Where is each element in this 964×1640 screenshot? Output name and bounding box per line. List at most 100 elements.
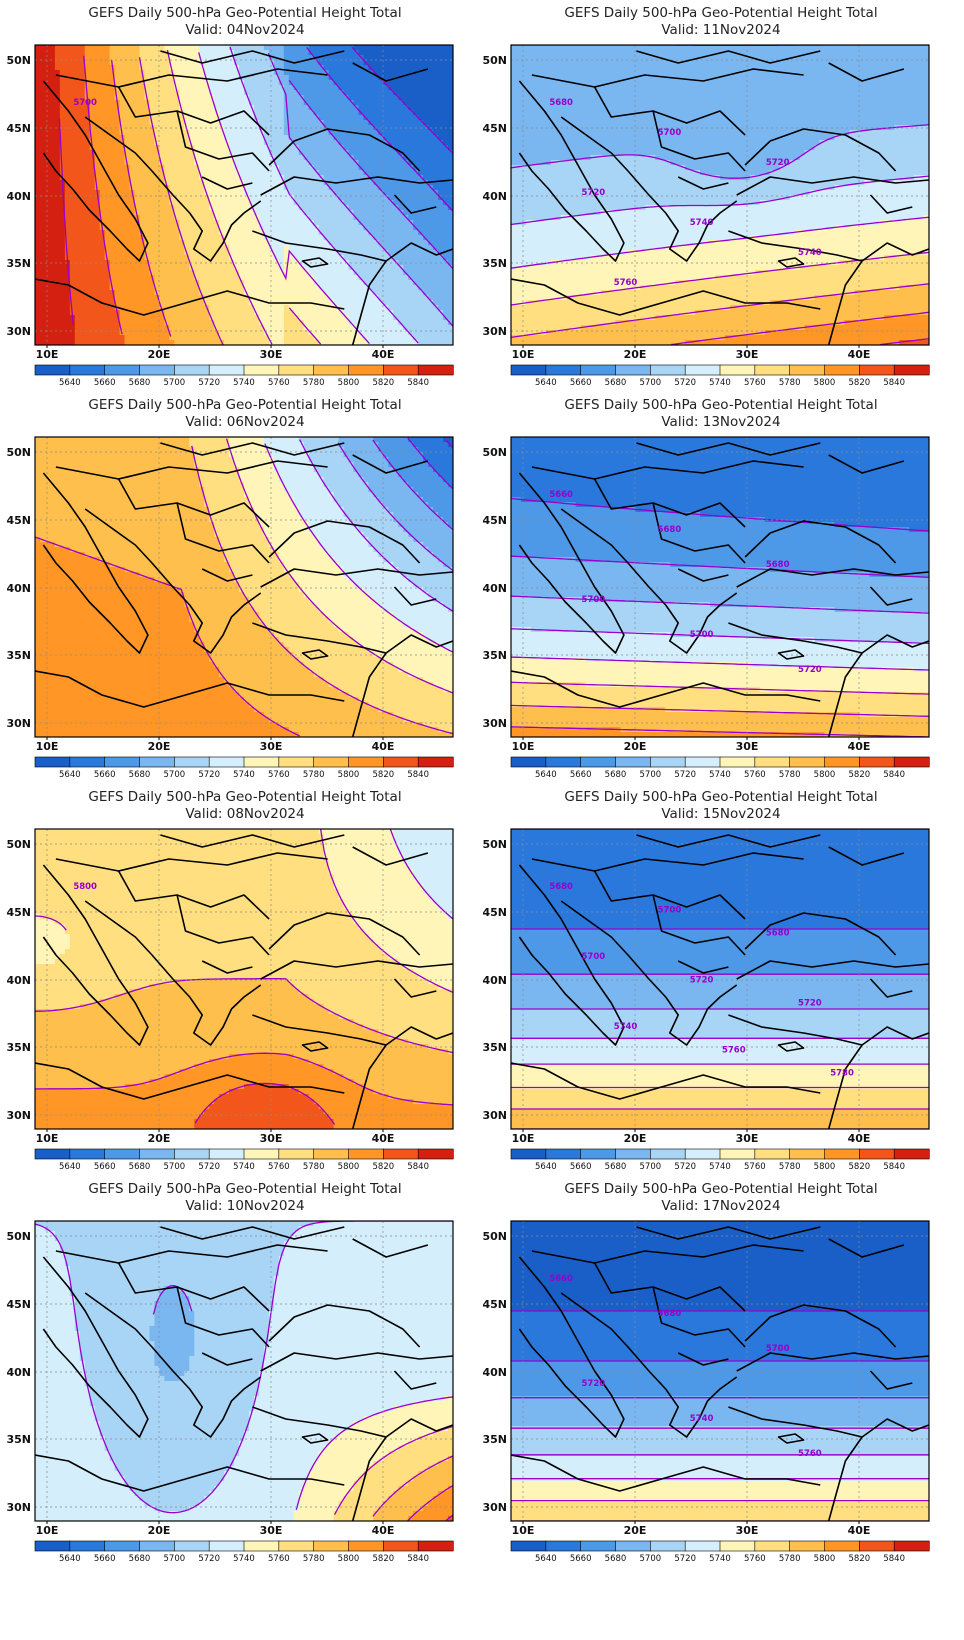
contour-labels: 5700 — [73, 98, 97, 108]
colorbar-label: 5800 — [338, 770, 360, 780]
contour-label: 5720 — [582, 188, 606, 198]
contour-labels: 5660 5680 5700 5720 5740 5760 — [549, 1274, 822, 1459]
map-svg: GEFS Daily 500-hPa Geo-Potential Height … — [6, 1181, 454, 1564]
colorbar-label: 5740 — [233, 1554, 255, 1564]
map-panel-p11: GEFS Daily 500-hPa Geo-Potential Height … — [476, 0, 946, 400]
y-tick-label: 35N — [6, 649, 31, 662]
contour-label: 5780 — [830, 1069, 854, 1079]
colorbar-label: 5820 — [373, 1162, 395, 1172]
contour-label: 5760 — [798, 1449, 822, 1459]
map-svg: GEFS Daily 500-hPa Geo-Potential Height … — [482, 397, 930, 780]
contour-label: 5740 — [690, 218, 714, 228]
map-svg: GEFS Daily 500-hPa Geo-Potential Height … — [482, 5, 930, 388]
y-tick-label: 30N — [482, 1501, 507, 1514]
y-tick-label: 40N — [482, 582, 507, 595]
map-svg: GEFS Daily 500-hPa Geo-Potential Height … — [6, 5, 454, 388]
colorbar-label: 5660 — [94, 1162, 116, 1172]
colorbar-label: 5680 — [605, 1554, 627, 1564]
colorbar-label: 5740 — [233, 378, 255, 388]
colorbar-label: 5840 — [407, 1554, 429, 1564]
contour-labels: 5680 5700 5680 5700 5720 5720 5740 5760 5780 — [549, 882, 854, 1079]
colorbar-label: 5740 — [709, 1554, 731, 1564]
colorbar-label: 5780 — [779, 378, 801, 388]
y-tick-label: 30N — [482, 717, 507, 730]
map-frame — [34, 44, 454, 346]
contour-lines — [58, 46, 453, 345]
y-tick-label: 50N — [482, 446, 507, 459]
colorbar-label: 5720 — [198, 378, 220, 388]
y-tick-label: 50N — [6, 446, 31, 459]
colorbar-label: 5720 — [198, 1162, 220, 1172]
x-tick-label: 10E — [36, 1132, 59, 1145]
colorbar-label: 5780 — [303, 1554, 325, 1564]
y-tick-label: 35N — [6, 1433, 31, 1446]
x-tick-label: 20E — [624, 348, 647, 361]
x-tick-label: 40E — [848, 1132, 871, 1145]
y-tick-label: 50N — [6, 54, 31, 67]
panel-valid-date: Valid: 10Nov2024 — [185, 1198, 304, 1214]
x-tick-label: 20E — [148, 348, 171, 361]
y-tick-label: 45N — [6, 514, 31, 527]
map-panel-p06: GEFS Daily 500-hPa Geo-Potential Height … — [0, 392, 470, 792]
colorbar: 5640 5660 5680 5700 5720 5740 5760 5780 5800 5820… — [34, 1148, 454, 1172]
x-tick-label: 20E — [148, 740, 171, 753]
colorbar-label: 5840 — [407, 770, 429, 780]
contour-lines — [35, 1221, 453, 1521]
colorbar: 5640 5660 5680 5700 5720 5740 5760 5780 5800 5820… — [34, 756, 454, 780]
y-tick-label: 45N — [6, 906, 31, 919]
colorbar-label: 5700 — [164, 378, 186, 388]
map-panel-p13: GEFS Daily 500-hPa Geo-Potential Height … — [476, 392, 946, 792]
y-tick-label: 40N — [482, 974, 507, 987]
colorbar-label: 5740 — [709, 378, 731, 388]
x-tick-label: 40E — [372, 1132, 395, 1145]
colorbar-label: 5820 — [849, 1162, 871, 1172]
colorbar-label: 5840 — [883, 1162, 905, 1172]
colorbar-label: 5640 — [59, 770, 81, 780]
y-tick-label: 40N — [482, 190, 507, 203]
contour-label: 5700 — [73, 98, 97, 108]
colorbar-label: 5780 — [779, 770, 801, 780]
colorbar-label: 5700 — [640, 378, 662, 388]
colorbar-label: 5820 — [373, 770, 395, 780]
colorbar-label: 5660 — [570, 1162, 592, 1172]
colorbar-label: 5760 — [268, 1162, 290, 1172]
panel-valid-date: Valid: 04Nov2024 — [185, 22, 304, 38]
x-tick-label: 10E — [512, 1524, 535, 1537]
contour-label: 5660 — [549, 1274, 573, 1284]
colorbar-label: 5640 — [535, 770, 557, 780]
map-svg: GEFS Daily 500-hPa Geo-Potential Height … — [482, 789, 930, 1172]
y-tick-label: 40N — [6, 974, 31, 987]
contour-label: 5660 — [549, 490, 573, 500]
map-panel-p10: GEFS Daily 500-hPa Geo-Potential Height … — [0, 1176, 470, 1576]
colorbar-label: 5820 — [373, 378, 395, 388]
colorbar-label: 5720 — [674, 1554, 696, 1564]
x-tick-label: 10E — [512, 1132, 535, 1145]
x-tick-label: 30E — [736, 1132, 759, 1145]
colorbar-label: 5700 — [164, 1554, 186, 1564]
map-svg: GEFS Daily 500-hPa Geo-Potential Height … — [6, 397, 454, 780]
coastlines — [511, 442, 929, 737]
contour-label: 5720 — [766, 158, 790, 168]
colorbar-label: 5840 — [883, 378, 905, 388]
colorbar-label: 5840 — [883, 1554, 905, 1564]
contour-label: 5680 — [766, 560, 790, 570]
y-tick-label: 30N — [6, 1501, 31, 1514]
map-panel-p17: GEFS Daily 500-hPa Geo-Potential Height … — [476, 1176, 946, 1576]
x-tick-label: 30E — [260, 740, 283, 753]
x-tick-label: 10E — [512, 740, 535, 753]
y-tick-label: 50N — [6, 838, 31, 851]
colorbar-label: 5760 — [744, 1554, 766, 1564]
colorbar: 5640 5660 5680 5700 5720 5740 5760 5780 5800 5820… — [34, 364, 454, 388]
y-tick-label: 45N — [482, 906, 507, 919]
x-tick-label: 40E — [372, 740, 395, 753]
x-tick-label: 10E — [36, 1524, 59, 1537]
colorbar-label: 5760 — [268, 378, 290, 388]
panel-title: GEFS Daily 500-hPa Geo-Potential Height … — [88, 789, 401, 805]
colorbar: 5640 5660 5680 5700 5720 5740 5760 5780 5800 5820… — [510, 756, 930, 780]
panel-valid-date: Valid: 13Nov2024 — [661, 414, 780, 430]
colorbar-label: 5680 — [605, 1162, 627, 1172]
contour-label: 5700 — [690, 630, 714, 640]
coastlines — [35, 834, 453, 1129]
graticule — [511, 437, 929, 737]
x-tick-label: 10E — [512, 348, 535, 361]
